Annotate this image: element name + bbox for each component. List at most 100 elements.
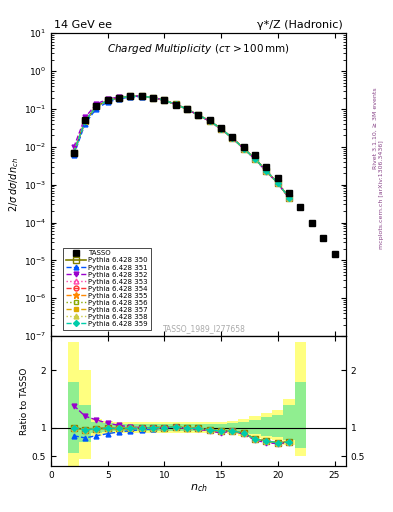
Pythia 6.428 357 <box>173 101 178 108</box>
Pythia 6.428 350 <box>275 180 280 186</box>
Pythia 6.428 352 <box>173 101 178 108</box>
Pythia 6.428 353 <box>275 180 280 186</box>
Pythia 6.428 356 <box>230 135 235 141</box>
Pythia 6.428 359 <box>230 135 235 141</box>
Pythia 6.428 359 <box>151 95 156 101</box>
Text: Rivet 3.1.10, ≥ 3M events: Rivet 3.1.10, ≥ 3M events <box>373 87 378 169</box>
TASSO <box>219 124 224 131</box>
Pythia 6.428 350 <box>208 118 212 124</box>
Text: Charged Multiplicity $(c\tau > 100\,\mathrm{mm})$: Charged Multiplicity $(c\tau > 100\,\mat… <box>107 42 290 56</box>
Pythia 6.428 357 <box>241 145 246 152</box>
TASSO <box>332 251 337 257</box>
TASSO <box>287 190 292 196</box>
Pythia 6.428 355 <box>185 106 189 112</box>
Pythia 6.428 356 <box>219 126 224 132</box>
Pythia 6.428 359 <box>128 93 133 99</box>
Pythia 6.428 350 <box>230 135 235 141</box>
Pythia 6.428 351 <box>208 118 212 124</box>
Pythia 6.428 351 <box>253 156 257 162</box>
Pythia 6.428 359 <box>83 118 88 124</box>
Pythia 6.428 353 <box>128 93 133 99</box>
Pythia 6.428 352 <box>196 112 201 118</box>
Pythia 6.428 354 <box>105 97 110 103</box>
Pythia 6.428 354 <box>117 95 121 101</box>
Pythia 6.428 354 <box>275 180 280 186</box>
Pythia 6.428 352 <box>105 96 110 102</box>
Pythia 6.428 351 <box>72 152 76 158</box>
Pythia 6.428 358 <box>264 168 269 174</box>
Pythia 6.428 351 <box>275 180 280 186</box>
Pythia 6.428 352 <box>219 126 224 133</box>
Pythia 6.428 358 <box>219 126 224 132</box>
TASSO <box>275 175 280 181</box>
Pythia 6.428 354 <box>72 150 76 156</box>
Pythia 6.428 355 <box>117 95 121 101</box>
Pythia 6.428 359 <box>219 126 224 132</box>
Pythia 6.428 352 <box>264 168 269 175</box>
TASSO <box>298 204 303 210</box>
Pythia 6.428 355 <box>151 95 156 101</box>
Pythia 6.428 354 <box>162 97 167 103</box>
Pythia 6.428 351 <box>264 168 269 174</box>
Pythia 6.428 353 <box>264 168 269 174</box>
Pythia 6.428 356 <box>140 93 144 99</box>
X-axis label: $n_{ch}$: $n_{ch}$ <box>189 482 208 495</box>
Pythia 6.428 357 <box>117 95 121 101</box>
Pythia 6.428 353 <box>185 106 189 112</box>
Pythia 6.428 359 <box>117 95 121 101</box>
Pythia 6.428 359 <box>287 195 292 201</box>
Pythia 6.428 353 <box>230 135 235 141</box>
TASSO <box>83 117 88 123</box>
Pythia 6.428 354 <box>287 195 292 201</box>
Pythia 6.428 352 <box>140 93 144 99</box>
TASSO <box>162 97 167 103</box>
Pythia 6.428 354 <box>128 93 133 99</box>
Pythia 6.428 353 <box>241 145 246 152</box>
TASSO <box>173 101 178 108</box>
Legend: TASSO, Pythia 6.428 350, Pythia 6.428 351, Pythia 6.428 352, Pythia 6.428 353, P: TASSO, Pythia 6.428 350, Pythia 6.428 35… <box>63 248 151 330</box>
Pythia 6.428 359 <box>253 156 257 162</box>
TASSO <box>208 117 212 123</box>
Pythia 6.428 354 <box>241 145 246 152</box>
Line: Pythia 6.428 358: Pythia 6.428 358 <box>72 94 292 200</box>
Pythia 6.428 351 <box>83 121 88 127</box>
Pythia 6.428 359 <box>185 106 189 112</box>
Pythia 6.428 350 <box>196 112 201 118</box>
Pythia 6.428 358 <box>128 93 133 99</box>
Pythia 6.428 356 <box>151 95 156 101</box>
Pythia 6.428 350 <box>264 168 269 174</box>
Pythia 6.428 358 <box>241 145 246 152</box>
TASSO <box>72 150 76 156</box>
Pythia 6.428 353 <box>173 101 178 108</box>
Pythia 6.428 350 <box>140 93 144 99</box>
Line: Pythia 6.428 353: Pythia 6.428 353 <box>72 94 292 200</box>
Pythia 6.428 355 <box>287 195 292 201</box>
Pythia 6.428 355 <box>264 168 269 174</box>
Pythia 6.428 352 <box>83 114 88 120</box>
Pythia 6.428 353 <box>117 95 121 101</box>
Pythia 6.428 355 <box>275 180 280 186</box>
Pythia 6.428 353 <box>162 97 167 103</box>
Line: Pythia 6.428 355: Pythia 6.428 355 <box>71 93 292 201</box>
Pythia 6.428 351 <box>241 145 246 152</box>
Pythia 6.428 357 <box>264 168 269 174</box>
Pythia 6.428 357 <box>253 156 257 162</box>
Pythia 6.428 350 <box>117 95 121 101</box>
Pythia 6.428 354 <box>151 95 156 101</box>
Pythia 6.428 357 <box>162 97 167 103</box>
TASSO <box>105 97 110 103</box>
Line: Pythia 6.428 352: Pythia 6.428 352 <box>72 94 292 201</box>
Pythia 6.428 355 <box>241 145 246 152</box>
Pythia 6.428 358 <box>94 103 99 110</box>
Pythia 6.428 351 <box>230 135 235 141</box>
Line: Pythia 6.428 357: Pythia 6.428 357 <box>72 94 292 200</box>
Pythia 6.428 356 <box>264 168 269 174</box>
Pythia 6.428 358 <box>117 95 121 101</box>
Pythia 6.428 355 <box>219 126 224 132</box>
Pythia 6.428 351 <box>128 94 133 100</box>
Pythia 6.428 355 <box>94 103 99 110</box>
TASSO <box>94 103 99 109</box>
Pythia 6.428 352 <box>128 93 133 99</box>
Line: Pythia 6.428 351: Pythia 6.428 351 <box>72 94 292 200</box>
Pythia 6.428 359 <box>140 93 144 99</box>
